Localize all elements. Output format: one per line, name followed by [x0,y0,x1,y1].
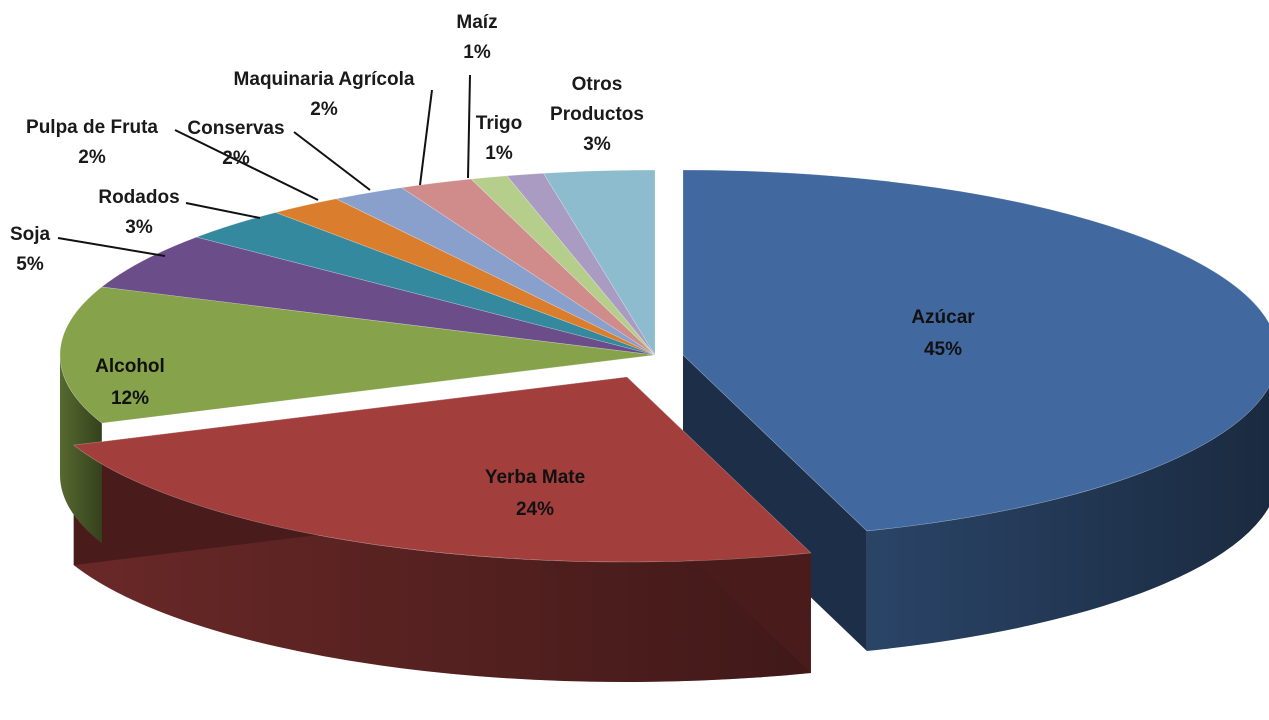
slice-side-azucar [683,355,867,651]
slice-label-maiz: Maíz 1% [456,12,497,63]
slice-side-shade-azucar [866,386,1269,651]
slice-label-alcohol: Alcohol 12% [95,356,165,409]
slice-label-pulpa-de-fruta: Pulpa de Fruta 2% [26,117,158,168]
leader-line-conservas [293,131,371,191]
leader-line-soja [57,237,166,257]
slice-side-shade-yerba-mate [73,445,811,682]
slice-maiz [470,175,656,356]
slice-label-maquinaria-agricola: Maquinaria Agrícola 2% [234,69,415,120]
leader-line-pulpa-de-fruta [174,129,319,201]
slice-conservas [335,187,656,356]
slice-label-azucar: Azúcar 45% [911,307,975,360]
leader-lines [57,74,471,257]
leader-line-maquinaria-agricola [419,89,433,186]
slice-labels: Azúcar 45% Yerba Mate 24% Alcohol 12% Soja 5% Ro… [10,12,975,520]
slice-maquinaria-agricola [400,178,656,356]
slice-label-soja: Soja 5% [10,224,51,275]
slice-pulpa-de-fruta [274,198,656,356]
slice-label-yerba-mate: Yerba Mate 24% [485,467,585,520]
slice-alcohol [59,286,656,424]
slice-label-rodados: Rodados 3% [98,187,179,238]
slice-label-trigo: Trigo 1% [476,113,522,164]
leader-line-rodados [185,202,261,219]
slice-azucar [682,169,1269,532]
slice-soja [101,236,656,356]
slice-label-conservas: Conservas 2% [187,118,284,169]
slice-otros-productos [542,169,656,357]
slice-trigo [506,172,656,356]
pie-slices [59,169,1269,563]
slice-yerba-mate [73,376,812,563]
slice-rodados [195,212,656,356]
leader-line-maiz [467,74,471,179]
slice-label-otros-productos: Otros Productos 3% [550,74,644,155]
